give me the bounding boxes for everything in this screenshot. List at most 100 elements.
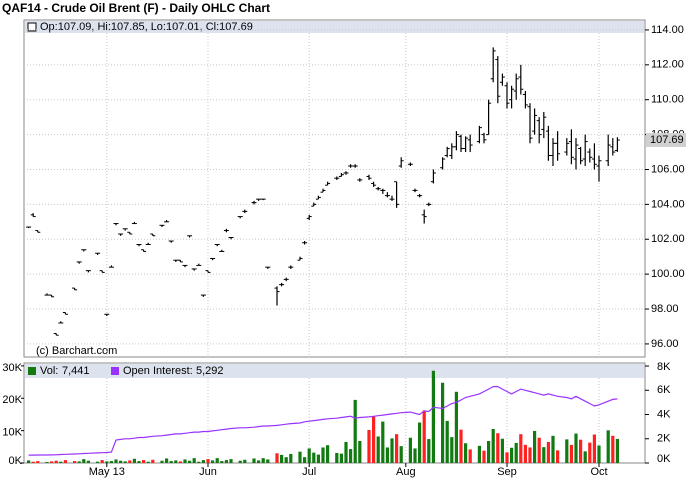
volume-bar [132,458,136,463]
volume-bar [82,459,86,463]
legend-swatch-oi [111,367,119,375]
info-text: Op:107.09, Hi:107.85, Lo:107.01, Cl:107.… [40,21,253,33]
x-tick-label: May 13 [89,466,125,478]
volume-bar [119,460,123,463]
volume-bar [289,453,293,463]
volume-bar [201,460,205,463]
volume-bar [468,449,472,463]
volume-bar [36,461,40,463]
volume-bar [211,460,215,463]
volume-bar [321,447,325,463]
y-tick-label: 102.00 [651,233,685,245]
volume-bar [257,460,261,463]
volume-bar [514,442,518,463]
volume-bar [418,422,422,463]
y-tick-label: 96.00 [651,338,679,350]
volume-bar [197,461,201,463]
oi-tick-label: 8K [657,361,671,373]
volume-bar [390,438,394,463]
volume-bar [280,454,284,463]
volume-bar [63,460,67,463]
chart-title: QAF14 - Crude Oil Brent (F) - Daily OHLC… [2,1,270,15]
volume-bar [533,430,537,463]
y-tick-label: 104.00 [651,198,685,210]
volume-bar [523,444,527,463]
last-price-label: 107.69 [650,134,684,146]
volume-bar [381,421,385,463]
legend-volume-name: Vol: [40,365,58,377]
volume-bar [151,459,155,463]
volume-bar [335,452,339,463]
volume-bar [427,439,431,463]
oi-tick-label: 6K [657,384,671,396]
open-interest-line [28,386,618,456]
volume-bar [408,437,412,463]
vol-tick-label: 10K [2,427,22,439]
volume-bar [459,429,463,463]
volume-panel [23,362,646,464]
volume-bar [100,460,104,463]
volume-bar [454,391,458,463]
oi-tick-label: 2K [657,433,671,445]
volume-bar [611,435,615,463]
volume-bar [307,448,311,463]
volume-bar [339,453,343,463]
x-tick-label: Sep [497,466,517,478]
volume-bar [367,429,371,463]
volume-bar [505,452,509,463]
volume-bar [491,429,495,463]
volume-bar [528,447,532,463]
volume-bar [142,460,146,463]
volume-bar [238,460,242,463]
volume-bar [96,461,100,463]
info-icon [27,22,37,32]
x-tick-label: Jun [199,466,217,478]
volume-bar [206,459,210,463]
volume-bar [114,459,118,463]
volume-bar [592,434,596,463]
volume-bar [353,399,357,463]
volume-bar [77,461,81,463]
volume-bar [399,446,403,463]
volume-bar [569,444,573,463]
volume-bar [487,440,491,463]
x-tick-label: Oct [590,466,607,478]
volume-bar [445,420,449,463]
price-panel [23,19,646,358]
volume-bar [316,454,320,463]
volume-bar [215,458,219,463]
legend-swatch-volume [28,367,36,375]
volume-bar [54,460,58,463]
volume-bar [303,457,307,463]
y-tick-label: 100.00 [651,268,685,280]
volume-bar [597,445,601,463]
volume-bar [372,416,376,463]
volume-bar [349,449,353,463]
oi-tick-label: 0K [657,453,671,465]
volume-bar [482,450,486,463]
volume-bar [31,461,35,463]
volume-bar [229,459,233,463]
volume-bar [376,436,380,463]
volume-bar [59,461,63,463]
volume-bar [537,437,541,463]
volume-bar [73,461,77,463]
volume-bar [546,441,550,463]
volume-bar [298,451,302,463]
volume-bar [344,441,348,463]
y-tick-label: 114.00 [651,24,684,36]
volume-bar [45,462,49,463]
volume-bar [312,452,316,463]
volume-bar [574,433,578,463]
last-price-box [646,133,686,148]
y-tick-label: 98.00 [651,303,679,315]
volume-bar [224,460,228,463]
volume-bar [551,435,555,463]
volume-bar [441,382,445,463]
x-tick-label: Aug [396,466,416,478]
volume-bar [146,461,150,463]
vol-tick-label: 30K [2,362,22,374]
volume-bar [252,458,256,463]
volume-bar [565,439,569,463]
